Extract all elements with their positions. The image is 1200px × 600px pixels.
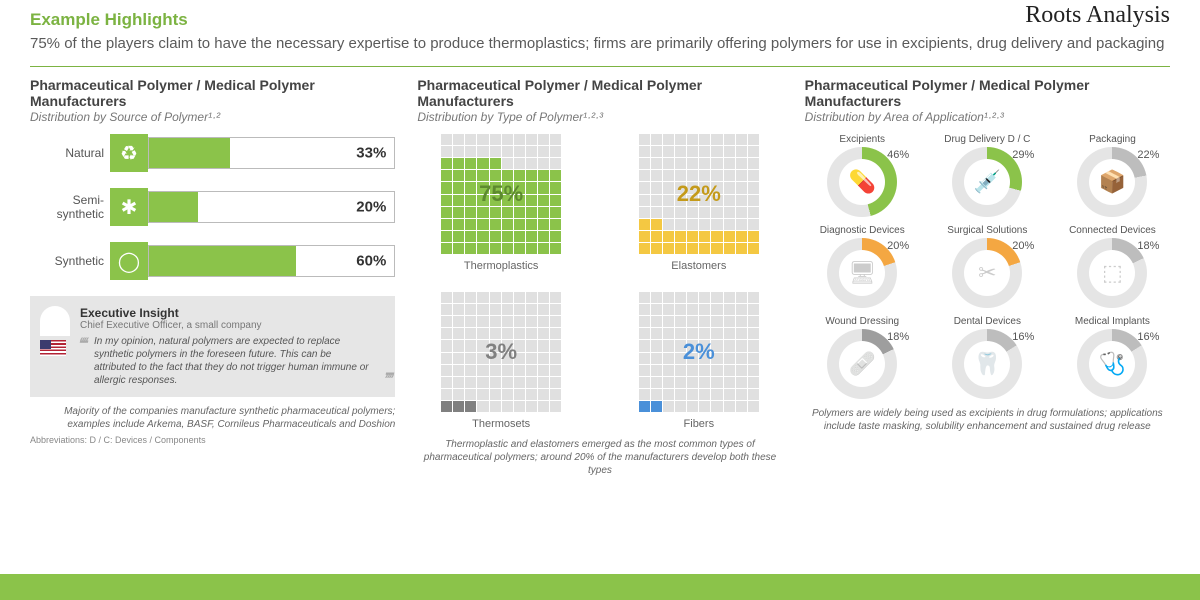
donut-label: Surgical Solutions (930, 225, 1045, 236)
waffle-value: 75% (441, 134, 561, 254)
bar-icon: ✱ (110, 188, 148, 226)
waffle-value: 2% (639, 292, 759, 412)
waffle-chart-grid: 75% Thermoplastics 22% Elastomers 3% Thermose… (417, 134, 782, 430)
waffle-cell: 22% Elastomers (615, 134, 783, 272)
donut-label: Wound Dressing (805, 316, 920, 327)
waffle: 22% (639, 134, 759, 254)
bar-label: Natural (30, 146, 110, 160)
donut-icon: ✂ (952, 238, 1022, 308)
donut-icon: 💊 (827, 147, 897, 217)
insight-role: Chief Executive Officer, a small company (80, 320, 385, 331)
bar-track: 60% (148, 245, 395, 277)
donut-label: Diagnostic Devices (805, 225, 920, 236)
donut-label: Dental Devices (930, 316, 1045, 327)
waffle-value: 3% (441, 292, 561, 412)
donut-cell: Medical Implants 🩺16% (1055, 316, 1170, 399)
donut-cell: Packaging 📦22% (1055, 134, 1170, 217)
bar-row: Synthetic◯ 60% (30, 242, 395, 280)
section-title: Pharmaceutical Polymer / Medical Polymer… (417, 77, 782, 111)
waffle-value: 22% (639, 134, 759, 254)
donut-cell: Dental Devices 🦷16% (930, 316, 1045, 399)
donut-cell: Wound Dressing 🩹18% (805, 316, 920, 399)
donut-icon: 🖥 (827, 238, 897, 308)
us-flag-icon (40, 340, 66, 356)
waffle: 3% (441, 292, 561, 412)
bar-icon: ◯ (110, 242, 148, 280)
donut: ⬚18% (1077, 238, 1147, 308)
donut: 🦷16% (952, 329, 1022, 399)
donut: 📦22% (1077, 147, 1147, 217)
donut-icon: ⬚ (1077, 238, 1147, 308)
column-type: Pharmaceutical Polymer / Medical Polymer… (417, 77, 782, 478)
waffle-cell: 2% Fibers (615, 292, 783, 430)
donut-label: Drug Delivery D / C (930, 134, 1045, 145)
section-subtitle: Distribution by Area of Application¹·²·³ (805, 110, 1170, 124)
waffle-cell: 75% Thermoplastics (417, 134, 585, 272)
section-subtitle: Distribution by Type of Polymer¹·²·³ (417, 110, 782, 124)
donut-label: Excipients (805, 134, 920, 145)
donut-icon: 📦 (1077, 147, 1147, 217)
donut-chart-grid: Excipients 💊46% Drug Delivery D / C 💉29% Pac… (805, 134, 1170, 399)
donut: 💉29% (952, 147, 1022, 217)
donut: 💊46% (827, 147, 897, 217)
donut: 🩹18% (827, 329, 897, 399)
waffle-cell: 3% Thermosets (417, 292, 585, 430)
donut-cell: Excipients 💊46% (805, 134, 920, 217)
column-application: Pharmaceutical Polymer / Medical Polymer… (805, 77, 1170, 478)
avatar-flag-block (40, 306, 70, 387)
donut: ✂20% (952, 238, 1022, 308)
avatar-icon (40, 306, 70, 336)
donut-cell: Surgical Solutions ✂20% (930, 225, 1045, 308)
donut-icon: 🩺 (1077, 329, 1147, 399)
bar-fill (149, 192, 198, 222)
footnote: Thermoplastic and elastomers emerged as … (417, 438, 782, 477)
waffle-label: Elastomers (615, 260, 783, 272)
bar-track: 20% (148, 191, 395, 223)
insight-quote: In my opinion, natural polymers are expe… (80, 335, 385, 387)
section-title: Pharmaceutical Polymer / Medical Polymer… (805, 77, 1170, 111)
bar-fill (149, 138, 230, 168)
bar-value: 33% (356, 145, 386, 162)
page-subtitle: 75% of the players claim to have the nec… (30, 34, 1170, 54)
donut-icon: 💉 (952, 147, 1022, 217)
bar-chart: Natural♻ 33% Semi-synthetic✱ 20% Synthetic◯ 6… (30, 134, 395, 280)
column-source: Pharmaceutical Polymer / Medical Polymer… (30, 77, 395, 478)
page-title: Example Highlights (30, 10, 1170, 30)
bar-fill (149, 246, 296, 276)
insight-heading: Executive Insight (80, 306, 385, 320)
divider (30, 66, 1170, 67)
bar-row: Semi-synthetic✱ 20% (30, 188, 395, 226)
section-title: Pharmaceutical Polymer / Medical Polymer… (30, 77, 395, 111)
waffle-label: Thermosets (417, 418, 585, 430)
donut-icon: 🩹 (827, 329, 897, 399)
bar-value: 60% (356, 253, 386, 270)
donut-cell: Diagnostic Devices 🖥20% (805, 225, 920, 308)
donut-icon: 🦷 (952, 329, 1022, 399)
waffle-label: Thermoplastics (417, 260, 585, 272)
waffle-label: Fibers (615, 418, 783, 430)
bar-track: 33% (148, 137, 395, 169)
footer-bar (0, 574, 1200, 600)
section-subtitle: Distribution by Source of Polymer¹·² (30, 110, 395, 124)
bar-label: Semi-synthetic (30, 193, 110, 221)
donut-label: Connected Devices (1055, 225, 1170, 236)
bar-value: 20% (356, 199, 386, 216)
bar-label: Synthetic (30, 254, 110, 268)
donut-cell: Connected Devices ⬚18% (1055, 225, 1170, 308)
waffle: 75% (441, 134, 561, 254)
footnote: Polymers are widely being used as excipi… (805, 407, 1170, 433)
waffle: 2% (639, 292, 759, 412)
bar-row: Natural♻ 33% (30, 134, 395, 172)
brand-logo: Roots Analysis (1025, 2, 1170, 29)
donut: 🖥20% (827, 238, 897, 308)
header: Roots Analysis Example Highlights 75% of… (0, 0, 1200, 60)
donut: 🩺16% (1077, 329, 1147, 399)
bar-icon: ♻ (110, 134, 148, 172)
donut-label: Packaging (1055, 134, 1170, 145)
executive-insight-box: Executive Insight Chief Executive Office… (30, 296, 395, 397)
abbreviations: Abbreviations: D / C: Devices / Componen… (30, 435, 395, 445)
donut-label: Medical Implants (1055, 316, 1170, 327)
footnote: Majority of the companies manufacture sy… (30, 405, 395, 431)
donut-cell: Drug Delivery D / C 💉29% (930, 134, 1045, 217)
